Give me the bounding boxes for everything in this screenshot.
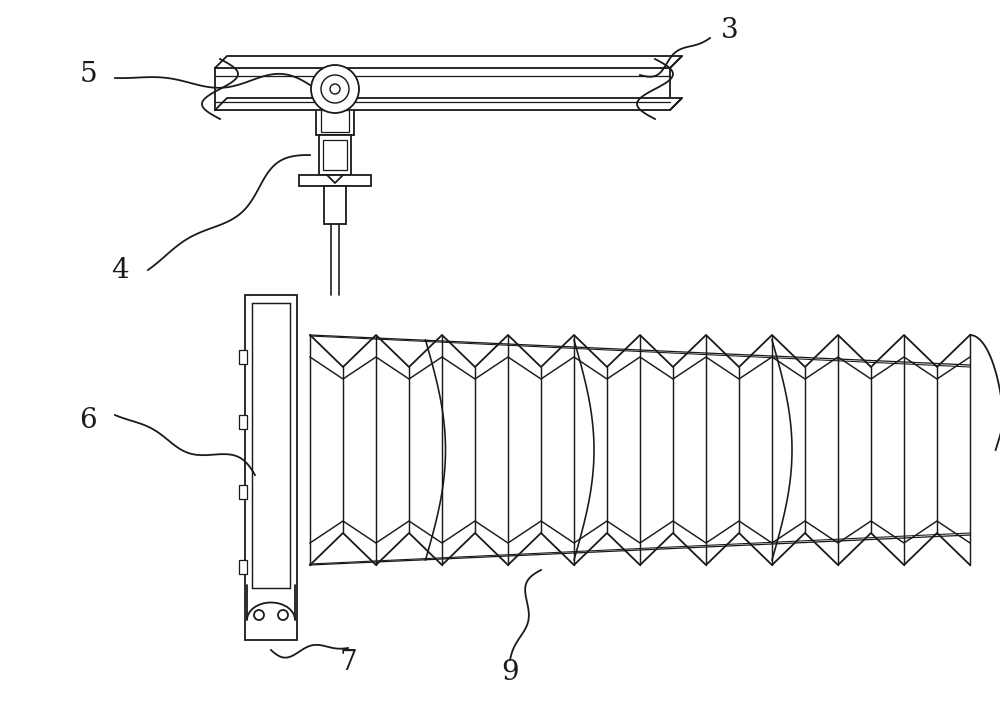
Bar: [245, 295, 297, 640]
Bar: [239, 485, 247, 499]
Bar: [324, 186, 346, 224]
Circle shape: [321, 75, 349, 103]
Bar: [299, 175, 371, 186]
Bar: [323, 140, 347, 170]
Circle shape: [311, 65, 359, 113]
Bar: [215, 68, 670, 110]
Bar: [321, 110, 349, 132]
Circle shape: [278, 610, 288, 620]
Text: 3: 3: [721, 17, 739, 43]
Polygon shape: [215, 98, 682, 110]
Text: 4: 4: [111, 257, 129, 283]
Text: 9: 9: [501, 658, 519, 686]
Bar: [252, 303, 290, 588]
Bar: [239, 415, 247, 429]
Bar: [316, 107, 354, 135]
Bar: [239, 350, 247, 364]
Text: 6: 6: [79, 407, 97, 433]
Text: 7: 7: [339, 648, 357, 676]
Bar: [239, 560, 247, 574]
Polygon shape: [215, 56, 682, 68]
Bar: [319, 135, 351, 175]
Circle shape: [330, 84, 340, 94]
Circle shape: [254, 610, 264, 620]
Text: 5: 5: [79, 61, 97, 89]
